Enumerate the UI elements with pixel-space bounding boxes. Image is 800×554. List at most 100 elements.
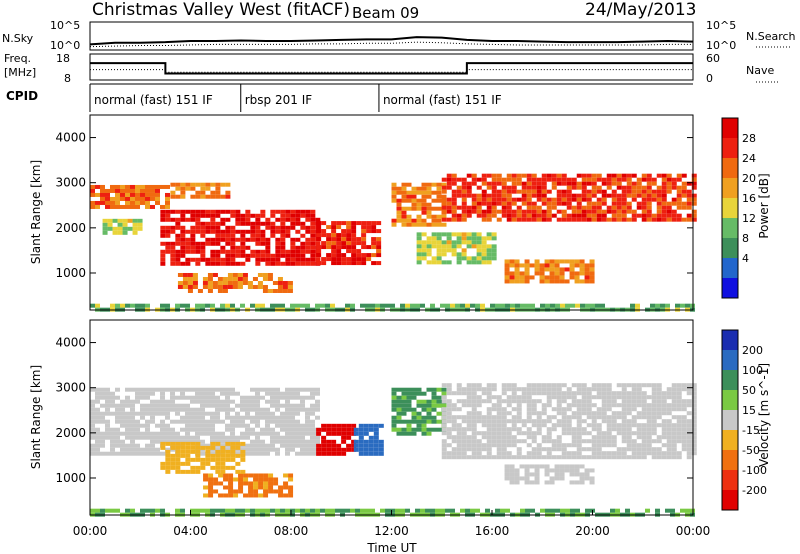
heatmap-cell (210, 441, 216, 446)
heatmap-cell (551, 383, 557, 388)
heatmap-cell (520, 303, 525, 308)
heatmap-cell (621, 455, 627, 460)
heatmap-cell (451, 217, 457, 222)
heatmap-cell (626, 423, 632, 428)
heatmap-cell (611, 395, 617, 400)
heatmap-cell (356, 237, 362, 242)
heatmap-cell (566, 415, 572, 420)
heatmap-cell (160, 217, 166, 222)
heatmap-cell (566, 185, 572, 190)
heatmap-cell (481, 181, 487, 186)
heatmap-cell (556, 407, 562, 412)
heatmap-cell (676, 423, 682, 428)
heatmap-cell (265, 407, 270, 412)
heatmap-cell (280, 419, 285, 424)
heatmap-cell (636, 213, 642, 218)
heatmap-cell (579, 259, 585, 264)
heatmap-cell (245, 253, 251, 258)
heatmap-cell (180, 508, 185, 513)
heatmap-cell (524, 464, 530, 469)
heatmap-cell (180, 213, 186, 218)
heatmap-cell (586, 439, 592, 444)
heatmap-cell (280, 508, 285, 513)
heatmap-cell (396, 431, 402, 436)
heatmap-cell (461, 209, 467, 214)
heatmap-cell (546, 435, 552, 440)
heatmap-cell (125, 204, 130, 209)
heatmap-cell (208, 473, 214, 478)
colorbar-tick-label: 50 (742, 384, 756, 397)
heatmap-cell (222, 288, 228, 293)
heatmap-cell (519, 275, 525, 280)
heatmap-cell (476, 415, 482, 420)
heatmap-cell (160, 451, 165, 456)
heatmap-cell (581, 403, 587, 408)
heatmap-cell (120, 188, 125, 193)
heatmap-cell (651, 431, 657, 436)
heatmap-cell (140, 403, 145, 408)
heatmap-cell (192, 280, 198, 285)
heatmap-cell (496, 181, 502, 186)
heatmap-cell (536, 185, 542, 190)
heatmap-cell (486, 427, 492, 432)
heatmap-cell (310, 439, 315, 444)
heatmap-cell (451, 435, 457, 440)
heatmap-cell (636, 455, 642, 460)
heatmap-cell (290, 387, 295, 392)
heatmap-cell (651, 197, 657, 202)
heatmap-cell (641, 447, 647, 452)
heatmap-cell (346, 427, 352, 432)
heatmap-cell (436, 244, 442, 249)
heatmap-cell (536, 387, 542, 392)
heatmap-cell (646, 217, 652, 222)
heatmap-cell (641, 173, 647, 178)
heatmap-cell (536, 427, 542, 432)
heatmap-cell (135, 196, 140, 201)
heatmap-cell (421, 391, 427, 396)
heatmap-cell (646, 209, 652, 214)
heatmap-cell (235, 237, 241, 242)
heatmap-cell (185, 469, 191, 474)
heatmap-cell (378, 447, 384, 452)
heatmap-cell (446, 232, 452, 237)
heatmap-cell (476, 201, 482, 206)
heatmap-cell (571, 197, 577, 202)
heatmap-cell (290, 209, 296, 214)
heatmap-cell (506, 399, 512, 404)
heatmap-cell (686, 217, 692, 222)
heatmap-cell (220, 439, 225, 444)
heatmap-cell (270, 431, 275, 436)
heatmap-cell (476, 260, 482, 265)
heatmap-cell (391, 423, 397, 428)
heatmap-cell (686, 391, 692, 396)
heatmap-cell (315, 303, 320, 308)
heatmap-cell (130, 451, 135, 456)
heatmap-cell (441, 383, 447, 388)
heatmap-cell (270, 508, 275, 513)
heatmap-cell (235, 403, 240, 408)
heatmap-cell (546, 205, 552, 210)
heatmap-cell (210, 453, 216, 458)
heatmap-cell (481, 391, 487, 396)
heatmap-cell (310, 221, 316, 226)
heatmap-cell (506, 197, 512, 202)
heatmap-cell (436, 399, 442, 404)
heatmap-cell (660, 303, 665, 308)
heatmap-cell (471, 173, 477, 178)
heatmap-cell (247, 284, 253, 289)
heatmap-cell (475, 508, 480, 513)
heatmap-cell (90, 447, 95, 452)
heatmap-cell (200, 403, 205, 408)
heatmap-cell (225, 391, 230, 396)
heatmap-cell (476, 455, 482, 460)
heatmap-cell (320, 508, 325, 513)
heatmap-cell (165, 184, 170, 189)
heatmap-cell (365, 303, 370, 308)
heatmap-cell (220, 257, 226, 262)
heatmap-cell (310, 209, 316, 214)
heatmap-cell (524, 472, 530, 477)
heatmap-cell (210, 465, 216, 470)
heatmap-cell (285, 391, 290, 396)
heatmap-cell (601, 197, 607, 202)
heatmap-cell (681, 439, 687, 444)
